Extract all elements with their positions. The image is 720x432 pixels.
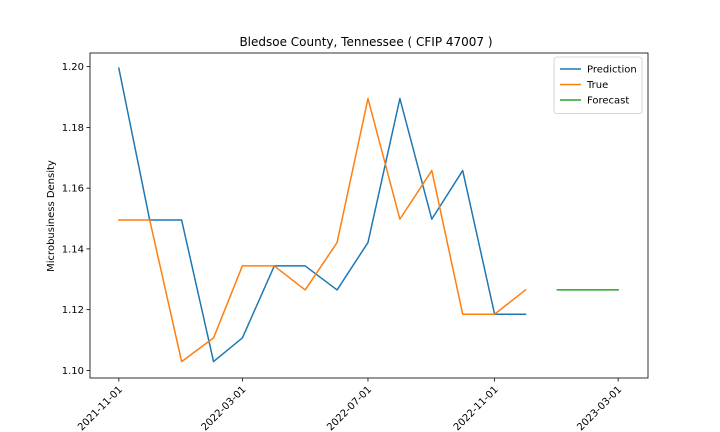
y-tick-label: 1.12: [62, 305, 84, 316]
plot-area: [117, 67, 619, 363]
legend-label: True: [586, 80, 608, 91]
y-tick-label: 1.10: [62, 366, 84, 377]
chart-title: Bledsoe County, Tennessee ( CFIP 47007 ): [239, 35, 492, 49]
series-line-true: [118, 97, 527, 363]
legend-label: Prediction: [587, 65, 637, 76]
series-line-prediction: [117, 67, 527, 363]
y-axis-label: Microbusiness Density: [46, 160, 57, 272]
y-tick-label: 1.14: [62, 244, 84, 255]
y-tick-label: 1.18: [62, 123, 84, 134]
y-tick-label: 1.20: [62, 62, 84, 73]
y-tick-label: 1.16: [62, 184, 84, 195]
legend: Prediction True Forecast: [553, 56, 643, 114]
axes-frame: [89, 52, 649, 379]
legend-label: Forecast: [587, 96, 629, 107]
